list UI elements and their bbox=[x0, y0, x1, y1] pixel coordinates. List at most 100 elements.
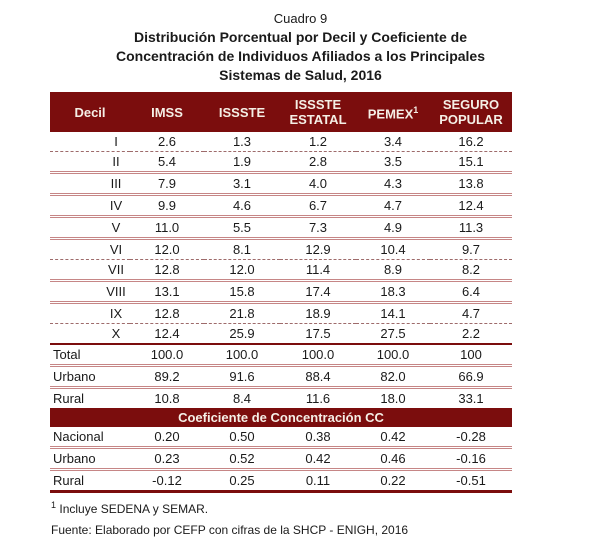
row-label: VII bbox=[50, 259, 130, 282]
value-cell: 0.23 bbox=[130, 447, 204, 471]
value-cell: 10.4 bbox=[356, 238, 430, 260]
table-number: Cuadro 9 bbox=[273, 11, 328, 26]
value-cell: 2.8 bbox=[280, 151, 356, 174]
table-row: VII 12.8 12.0 11.4 8.9 8.2 bbox=[50, 259, 512, 282]
section-band-row: Coeficiente de Concentración CC bbox=[50, 408, 512, 427]
section-band-label: Coeficiente de Concentración CC bbox=[50, 408, 512, 427]
value-cell: 4.0 bbox=[280, 172, 356, 196]
value-cell: 4.7 bbox=[430, 302, 512, 324]
value-cell: -0.28 bbox=[430, 427, 512, 449]
row-label: VI bbox=[50, 238, 130, 260]
value-cell: 13.8 bbox=[430, 172, 512, 196]
value-cell: 12.4 bbox=[430, 194, 512, 218]
row-label: V bbox=[50, 216, 130, 240]
value-cell: 13.1 bbox=[130, 280, 204, 304]
table-row: VIII 13.1 15.8 17.4 18.3 6.4 bbox=[50, 280, 512, 304]
value-cell: 0.11 bbox=[280, 469, 356, 493]
table-title-line-2: Concentración de Individuos Afiliados a … bbox=[115, 48, 485, 64]
row-label: Nacional bbox=[50, 427, 130, 449]
row-label: Urbano bbox=[50, 365, 130, 389]
footnote-text: Incluye SEDENA y SEMAR. bbox=[59, 502, 209, 516]
value-cell: 17.4 bbox=[280, 280, 356, 304]
row-label: VIII bbox=[50, 280, 130, 304]
value-cell: 3.5 bbox=[356, 151, 430, 174]
value-cell: 100.0 bbox=[356, 344, 430, 367]
value-cell: 17.5 bbox=[280, 323, 356, 345]
table-row: III 7.9 3.1 4.0 4.3 13.8 bbox=[50, 172, 512, 196]
row-label: IX bbox=[50, 302, 130, 324]
value-cell: 4.7 bbox=[356, 194, 430, 218]
value-cell: 0.42 bbox=[356, 427, 430, 449]
value-cell: 100.0 bbox=[130, 344, 204, 367]
row-label: Total bbox=[50, 344, 130, 367]
value-cell: 16.2 bbox=[430, 132, 512, 152]
table-row: IV 9.9 4.6 6.7 4.7 12.4 bbox=[50, 194, 512, 218]
footnote: 1 Incluye SEDENA y SEMAR. bbox=[51, 498, 601, 517]
value-cell: 2.2 bbox=[430, 323, 512, 345]
value-cell: 5.4 bbox=[130, 151, 204, 174]
value-cell: 18.9 bbox=[280, 302, 356, 324]
value-cell: 89.2 bbox=[130, 365, 204, 389]
value-cell: 91.6 bbox=[204, 365, 280, 389]
value-cell: 5.5 bbox=[204, 216, 280, 240]
data-table-container: Decil IMSS ISSSTE ISSSTE ESTATAL PEMEX1 … bbox=[50, 92, 512, 493]
value-cell: 8.9 bbox=[356, 259, 430, 282]
value-cell: 12.4 bbox=[130, 323, 204, 345]
row-label: I bbox=[50, 132, 130, 152]
value-cell: 11.4 bbox=[280, 259, 356, 282]
value-cell: 0.22 bbox=[356, 469, 430, 493]
value-cell: -0.16 bbox=[430, 447, 512, 471]
table-row: Nacional 0.20 0.50 0.38 0.42 -0.28 bbox=[50, 427, 512, 449]
value-cell: 100.0 bbox=[204, 344, 280, 367]
pemex-label: PEMEX bbox=[367, 106, 414, 122]
table-row: V 11.0 5.5 7.3 4.9 11.3 bbox=[50, 216, 512, 240]
value-cell: 27.5 bbox=[356, 323, 430, 345]
value-cell: 1.3 bbox=[204, 132, 280, 152]
notes-block: 1 Incluye SEDENA y SEMAR. Fuente: Elabor… bbox=[51, 498, 601, 538]
value-cell: 4.9 bbox=[356, 216, 430, 240]
table-row: VI 12.0 8.1 12.9 10.4 9.7 bbox=[50, 238, 512, 260]
table-row: I 2.6 1.3 1.2 3.4 16.2 bbox=[50, 132, 512, 152]
value-cell: 15.1 bbox=[430, 151, 512, 174]
value-cell: 82.0 bbox=[356, 365, 430, 389]
value-cell: 66.9 bbox=[430, 365, 512, 389]
value-cell: 12.0 bbox=[130, 238, 204, 260]
col-header-pemex: PEMEX1 bbox=[356, 92, 430, 132]
value-cell: 88.4 bbox=[280, 365, 356, 389]
table-row: IX 12.8 21.8 18.9 14.1 4.7 bbox=[50, 302, 512, 324]
table-title-line-1: Distribución Porcentual por Decil y Coef… bbox=[134, 29, 467, 45]
value-cell: 10.8 bbox=[154, 391, 180, 406]
value-cell: 14.1 bbox=[356, 302, 430, 324]
value-cell: 100 bbox=[430, 344, 512, 367]
value-cell: 12.9 bbox=[280, 238, 356, 260]
distribution-table: Decil IMSS ISSSTE ISSSTE ESTATAL PEMEX1 … bbox=[50, 92, 512, 493]
source-note: Fuente: Elaborado por CEFP con cifras de… bbox=[51, 523, 409, 537]
table-row: Rural 10.8 8.4 11.6 18.0 33.1 bbox=[50, 388, 512, 409]
table-row: II 5.4 1.9 2.8 3.5 15.1 bbox=[50, 151, 512, 174]
value-cell: 11.3 bbox=[430, 216, 512, 240]
footnote-mark: 1 bbox=[51, 500, 57, 510]
value-cell: 2.6 bbox=[130, 132, 204, 152]
table-row: Urbano 89.2 91.6 88.4 82.0 66.9 bbox=[50, 365, 512, 389]
table-row: Rural -0.12 0.25 0.11 0.22 -0.51 bbox=[50, 469, 512, 493]
value-cell: 18.3 bbox=[356, 280, 430, 304]
pemex-footnote-mark: 1 bbox=[413, 104, 419, 115]
value-cell: 6.7 bbox=[280, 194, 356, 218]
value-cell: 33.1 bbox=[458, 391, 484, 406]
value-cell: 8.4 bbox=[232, 391, 252, 406]
row-label: III bbox=[50, 172, 130, 196]
value-cell: 7.9 bbox=[130, 172, 204, 196]
value-cell: -0.51 bbox=[430, 469, 512, 493]
value-cell: 9.9 bbox=[130, 194, 204, 218]
table-title-line-3: Sistemas de Salud, 2016 bbox=[219, 67, 382, 83]
value-cell: 6.4 bbox=[430, 280, 512, 304]
col-header-decil: Decil bbox=[50, 92, 130, 132]
table-title-block: Cuadro 9 Distribución Porcentual por Dec… bbox=[0, 0, 601, 85]
row-label: Urbano bbox=[50, 447, 130, 471]
value-cell: 11.0 bbox=[130, 216, 204, 240]
col-header-imss: IMSS bbox=[130, 92, 204, 132]
value-cell: 25.9 bbox=[204, 323, 280, 345]
value-cell: 0.52 bbox=[204, 447, 280, 471]
value-cell: 21.8 bbox=[204, 302, 280, 324]
value-cell: 0.20 bbox=[130, 427, 204, 449]
